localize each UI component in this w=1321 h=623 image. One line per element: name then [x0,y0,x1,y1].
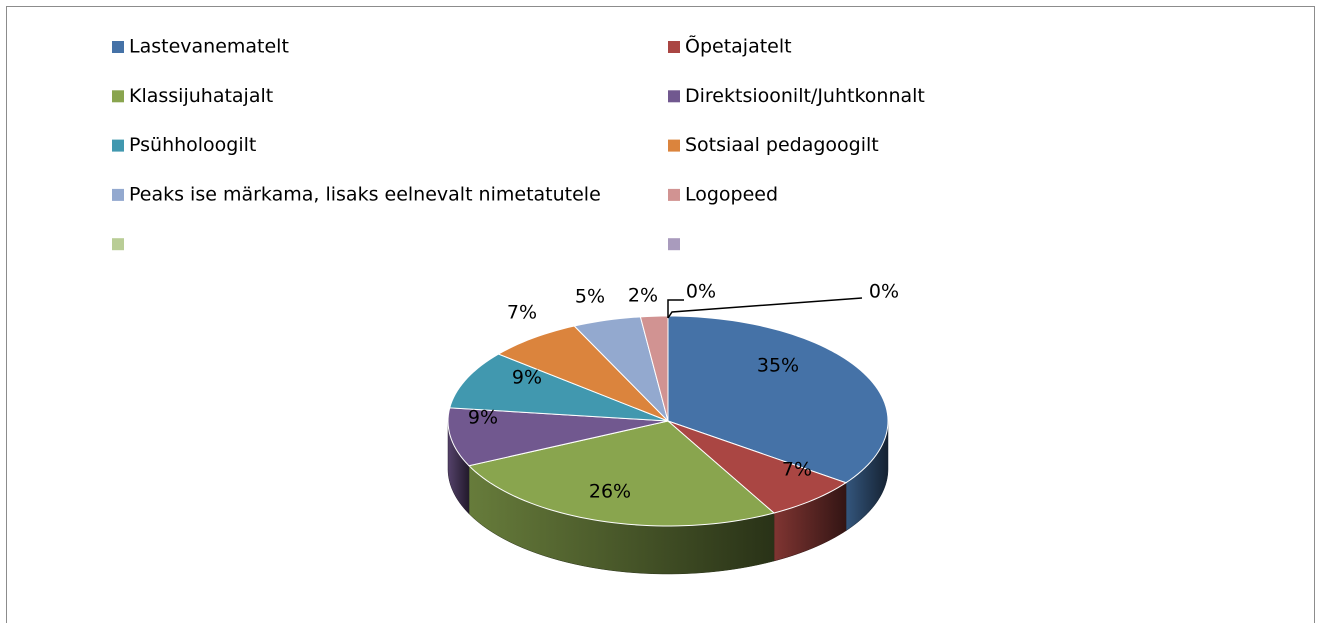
pie-slice [497,325,669,422]
legend-label: Klassijuhatajalt [129,85,273,107]
data-label: 7% [782,459,812,481]
legend-label: Peaks ise märkama, lisaks eelnevalt nime… [129,183,601,205]
pie-slice [449,353,669,422]
legend-swatch [112,90,124,103]
legend-swatch [112,41,124,53]
legend-label: Logopeed [685,183,778,205]
legend-swatch [668,90,680,103]
legend-swatch [112,139,124,152]
legend-swatch [668,188,680,201]
pie-slice [573,316,669,423]
pie-slice [667,420,848,514]
legend-swatch [668,41,680,53]
pie-slice [467,420,776,527]
data-label: 35% [757,355,799,377]
legend-label: Direktsioonilt/Juhtkonnalt [685,85,925,107]
legend-label: Sotsiaal pedagoogilt [685,134,879,156]
data-label: 26% [589,481,631,503]
data-label: 7% [507,302,537,324]
legend-swatch [112,188,124,201]
legend-swatch [112,238,124,251]
legend-label: Õpetajatelt [685,35,792,58]
data-label: 5% [575,286,605,308]
leader-line [667,299,684,318]
legend-label: Psühholoogilt [129,134,256,156]
data-label: 0% [869,281,899,303]
legend-label: Lastevanematelt [129,36,289,58]
data-label: 0% [686,281,716,303]
legend-swatch [668,238,680,251]
legend-swatch [668,139,680,152]
data-label: 2% [628,285,658,307]
data-label: 9% [468,407,498,429]
leader-line [667,297,863,319]
data-label: 9% [512,367,542,389]
pie-slice [447,407,669,467]
pie-slice [667,315,889,484]
